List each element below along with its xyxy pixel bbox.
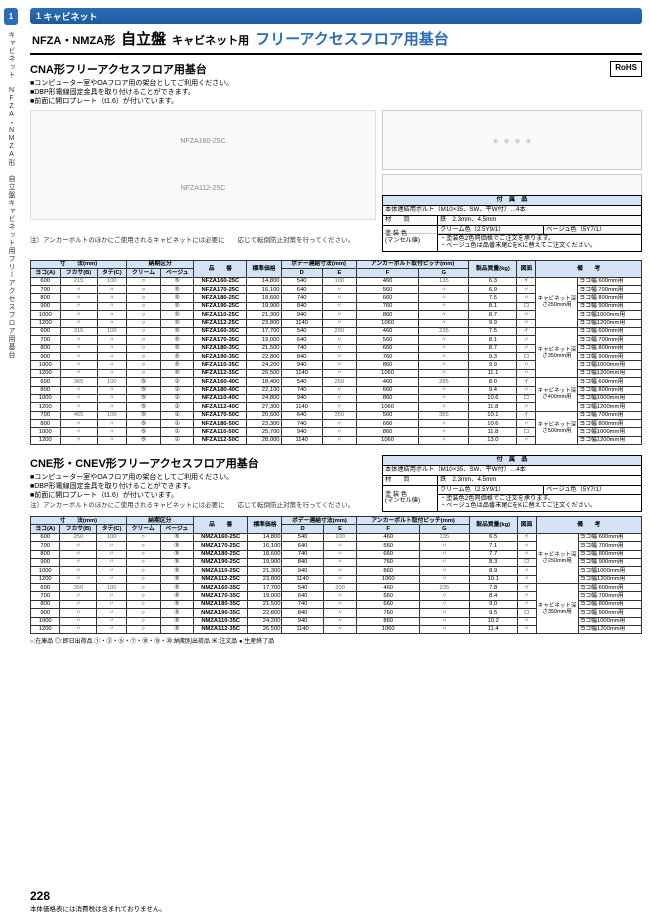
acc-bolt: 本体連結用ボルト（M10×35、SW、平W付）…4本 [383, 466, 642, 476]
title-main: 自立盤 [121, 28, 166, 49]
section2-notes: コンピューター室やOAフロア用の架台としてご利用ください。 DBP形電線固定金具… [30, 473, 374, 500]
section2-row: CNE形・CNEV形フリーアクセスフロア用基台 コンピューター室やOAフロア用の… [30, 455, 642, 512]
sidebar-tab-num: 1 [9, 12, 13, 21]
sidebar-tab: 1 [4, 8, 18, 25]
table-row: 600315100 ○⑤ NFZA160-35C17,700 540200460… [31, 327, 642, 335]
note: コンピューター室やOAフロア用の架台としてご利用ください。 [30, 79, 642, 88]
table-row: 700465100 ⑤① NFZA170-50C20,600 640350560… [31, 411, 642, 419]
section2-title: CNE形・CNEV形フリーアクセスフロア用基台 [30, 455, 374, 471]
table-row: 600365100 ⑤① NFZA160-40C18,400 540250460… [31, 378, 642, 386]
header-bar: 1 キャビネット [30, 8, 642, 24]
title-sub: キャビネット用 [172, 32, 249, 48]
product-image-placeholder: NFZA180-25C NFZA112-25C [30, 110, 376, 220]
sidebar-vertical-text: キャビネット NFZA・NMZA形 自立盤キャビネット用フリーアクセスフロア用基… [6, 31, 16, 359]
acc-mat-val: 鉄 2.3mm、4.5mm [438, 215, 642, 225]
acc-title: 付 属 品 [383, 196, 642, 206]
spec-table-2: 寸 法(mm)納期区分 品 番標準価格 ボデー連結寸法(mm)アンカーボルト取付… [30, 516, 642, 634]
acc-color-label: 塗 装 色 (マンセル値) [383, 225, 438, 251]
title-accent: フリーアクセスフロア用基台 [255, 28, 449, 49]
accessories-table-2: 付 属 品 本体連結用ボルト（M10×35、SW、平W付）…4本 材 質鉄 2.… [382, 455, 642, 512]
table-row: 600350100 ○⑤ NMZA160-35C17,700 540200460… [31, 584, 642, 592]
sidebar: 1 キャビネット NFZA・NMZA形 自立盤キャビネット用フリーアクセスフロア… [4, 8, 26, 898]
footer-note: 本体価格表には消費税は含まれておりません。 [30, 903, 166, 913]
title-prefix: NFZA・NMZA形 [32, 32, 115, 48]
accessories-table-1: 付 属 品 本体連結用ボルト（M10×35、SW、平W付）…4本 材 質鉄 2.… [382, 195, 642, 252]
section2-caution: 注）アンカーボルトのほかにご使用されるキャビネットには必要に 応じて転倒防止対策… [30, 502, 374, 510]
table-row: 600250100 ○⑤ NMZA160-25C14,800 540100460… [31, 533, 642, 541]
acc-mat-val: 鉄 2.3mm、4.5mm [438, 475, 642, 485]
acc-color2: ベージュ色（5Y7/1） [544, 485, 642, 495]
acc-color1: クリーム色（2.5Y9/1） [438, 485, 544, 495]
acc-title: 付 属 品 [383, 456, 642, 466]
acc-color-note: ・塗装色2色同価格でご注文を承ります。 ・ベージュ色は品番末尾CをKに替えてご注… [438, 235, 642, 252]
rohs-badge: RoHS [610, 61, 642, 77]
acc-mat-label: 材 質 [383, 215, 438, 225]
table-row: 600215100 ○⑤ NFZA160-25C14,800 540100460… [31, 277, 642, 285]
legend: ○:在庫品 ◎:即日出荷品 ①・③・⑤・⑦・⑩・⑮・⑳:納期別出荷品 ▣:注文品… [30, 636, 642, 645]
acc-color2: ベージュ色（5Y7/1） [544, 225, 642, 235]
acc-color1: クリーム色（2.5Y9/1） [438, 225, 544, 235]
acc-bolt: 本体連結用ボルト（M10×35、SW、平W付）…4本 [383, 205, 642, 215]
note: 前面に開口プレート（t1.6）が付いています。 [30, 491, 374, 500]
label-2: NFZA112-25C [181, 185, 226, 192]
header-num: 1 [36, 11, 41, 21]
label-1: NFZA180-25C [180, 138, 225, 145]
note: DBP形電線固定金具を取り付けることができます。 [30, 482, 374, 491]
acc-color-label: 塗 装 色 (マンセル値) [383, 485, 438, 511]
diagram-top: ⊕ ⊕ ⊕ ⊕ [382, 110, 642, 170]
acc-mat-label: 材 質 [383, 475, 438, 485]
spec-table-1: 寸 法(mm)納期区分 品 番標準価格 ボデー連結寸法(mm)アンカーボルト取付… [30, 260, 642, 445]
note: DBP形電線固定金具を取り付けることができます。 [30, 88, 642, 97]
section1-notes: コンピューター室やOAフロア用の架台としてご利用ください。 DBP形電線固定金具… [30, 79, 642, 106]
section1-title: CNA形フリーアクセスフロア用基台 [30, 61, 207, 77]
section1-head: CNA形フリーアクセスフロア用基台 RoHS [30, 61, 642, 77]
title-row: NFZA・NMZA形 自立盤 キャビネット用 フリーアクセスフロア用基台 [30, 24, 642, 55]
footer: 228 本体価格表には消費税は含まれておりません。 [30, 887, 166, 913]
catalog-page: 1 キャビネット NFZA・NMZA形 自立盤キャビネット用フリーアクセスフロア… [0, 0, 650, 919]
header-cat: キャビネット [44, 10, 98, 23]
note: 前面に開口プレート（t1.6）が付いています。 [30, 97, 642, 106]
acc-color-note: ・塗装色2色同価格でご注文を承ります。 ・ベージュ色は品番末尾CをKに替えてご注… [438, 495, 642, 512]
page-number: 228 [30, 889, 166, 903]
note: コンピューター室やOAフロア用の架台としてご利用ください。 [30, 473, 374, 482]
